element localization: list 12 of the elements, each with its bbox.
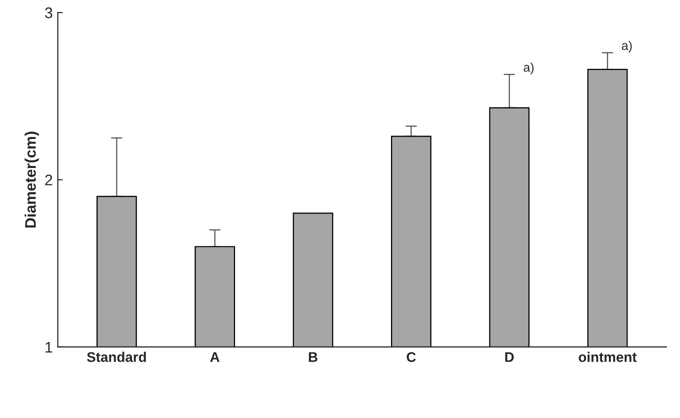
annotation: a): [524, 62, 534, 74]
x-tick-label: C: [406, 352, 416, 362]
x-tick-label: Standard: [87, 352, 146, 362]
x-tick-label: B: [308, 352, 318, 362]
x-tick-label: A: [210, 352, 220, 362]
x-tick-label: ointment: [578, 352, 637, 362]
y-tick-label: 2: [45, 174, 52, 186]
annotation: a): [622, 40, 632, 52]
x-tick-label: D: [505, 352, 514, 362]
y-axis-title: Diameter(cm): [24, 132, 39, 228]
y-tick-label: 1: [46, 342, 52, 352]
y-tick-label: 3: [45, 7, 52, 18]
